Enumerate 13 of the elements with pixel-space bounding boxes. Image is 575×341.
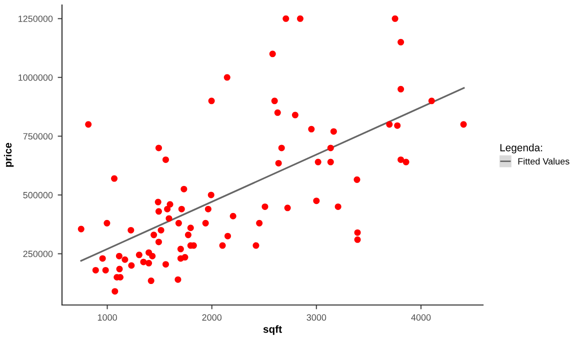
y-tick-label: 750000 — [23, 133, 53, 140]
x-tick-label: 1000 — [98, 314, 117, 321]
y-tick-label: 250000 — [23, 250, 53, 258]
legend-title: Legenda: — [500, 144, 542, 154]
x-tick-label: 3000 — [306, 314, 326, 321]
x-axis-title: sqft — [263, 325, 282, 335]
x-tick-label: 4000 — [411, 314, 431, 321]
x-tick-label: 2000 — [202, 314, 222, 321]
y-axis-title: price — [4, 142, 14, 167]
y-tick-label: 500000 — [23, 192, 53, 198]
y-tick-label: 1000000 — [18, 74, 53, 81]
y-tick-label: 1250000 — [18, 16, 53, 22]
legend-label: Fitted Values — [518, 158, 570, 165]
